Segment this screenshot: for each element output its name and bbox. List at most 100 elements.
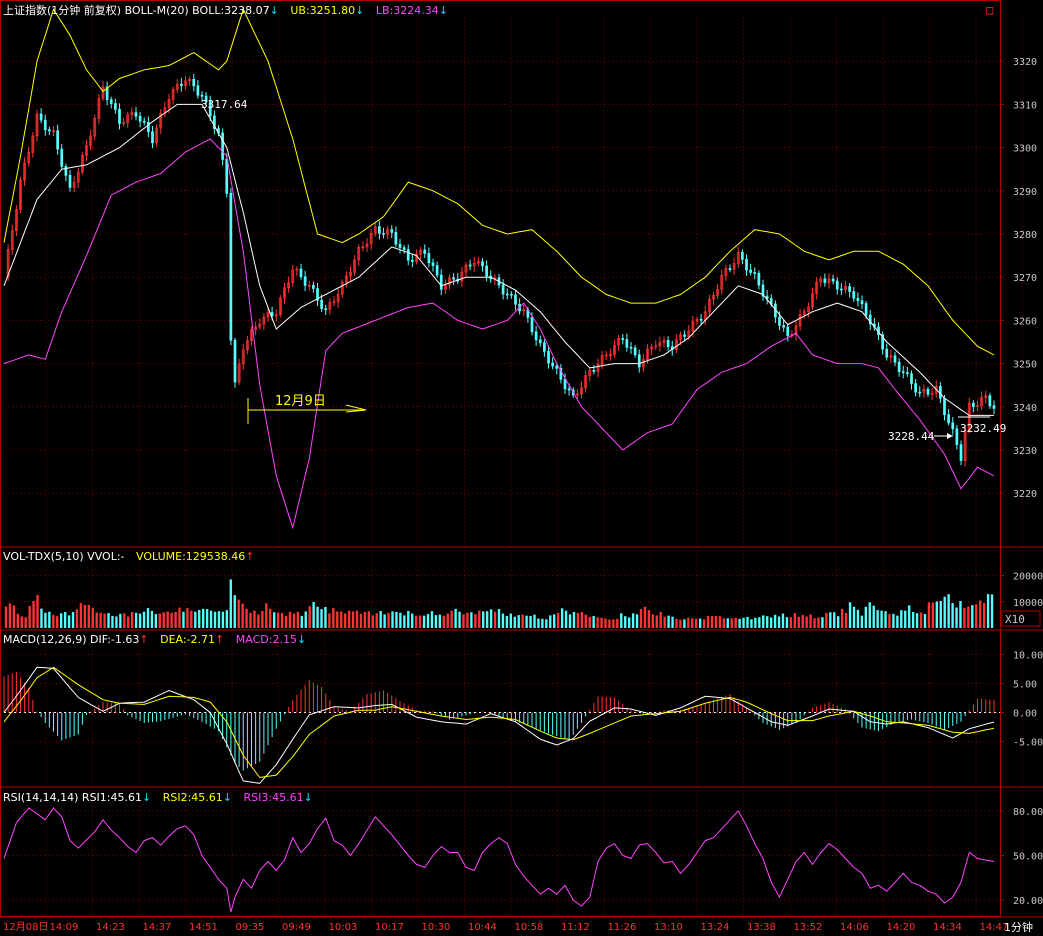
candle-body [159, 113, 163, 129]
candle-body [138, 115, 142, 122]
candle-body [712, 295, 715, 300]
candle-body [658, 342, 662, 347]
candle-body [81, 155, 84, 173]
low-price-label: 3228.44 [888, 430, 935, 443]
candle-body [52, 130, 55, 133]
candle-body [188, 78, 191, 82]
time-tick-label: 14:47 [980, 922, 1009, 933]
last-price-label: 3232.49 [960, 422, 1006, 435]
candle-body [819, 278, 823, 283]
price-axis-tick-label: 3270 [1013, 273, 1037, 284]
period-button[interactable]: 1分钟 [1004, 920, 1033, 934]
peak-price-label: 3317.64 [201, 98, 248, 111]
date-marker-label: 12月9日 [275, 394, 326, 409]
candle-body [345, 275, 348, 283]
candle-body [122, 122, 125, 125]
candle-body [229, 192, 233, 341]
candle-body [654, 345, 658, 348]
axis-labels: 3320 3310 3300 3290 3280 3270 3260 3250 3240 3230… [3, 57, 1043, 933]
candle-body [951, 422, 955, 430]
candle-body [868, 314, 872, 325]
candle-body [852, 291, 856, 299]
candle-body [559, 367, 563, 380]
candle-body [510, 293, 513, 296]
candle-body [637, 354, 641, 368]
candle-body [15, 209, 18, 232]
candle-body [522, 309, 526, 312]
candle-body [922, 389, 926, 393]
candle-body [406, 249, 410, 261]
candle-body [786, 326, 790, 336]
price-legend: 上证指数(1分钟 前复权) BOLL-M(20) BOLL:3238.07↓ U… [3, 3, 448, 17]
candle-body [64, 166, 68, 176]
candle-body [761, 284, 765, 297]
candle-body [646, 348, 649, 361]
candle-body [551, 362, 554, 367]
candle-body [126, 114, 130, 124]
candle-body [580, 387, 583, 395]
price-axis-tick-label: 3280 [1013, 230, 1037, 241]
date-marker-arrow-icon [345, 404, 367, 413]
time-tick-label: 11:12 [561, 922, 590, 933]
candle-body [39, 113, 43, 121]
candle-body [629, 346, 633, 349]
candle-body [402, 247, 406, 250]
candle-body [221, 132, 224, 160]
candle-body [815, 281, 818, 295]
candle-body [225, 159, 229, 194]
candle-body [596, 364, 600, 372]
candle-body [184, 80, 187, 87]
candle-body [584, 375, 587, 389]
close-box-icon[interactable]: □ [986, 3, 993, 17]
candle-body [662, 340, 666, 343]
candle-body [155, 127, 158, 144]
macd-dif-line [3, 666, 995, 784]
candle-body [543, 342, 546, 352]
candle-body [807, 306, 810, 312]
candle-body [477, 261, 480, 264]
volume-value: VOLUME:129538.46 [136, 550, 245, 563]
time-tick-label: 10:30 [422, 922, 451, 933]
candle-body [675, 339, 678, 351]
candle-body [732, 263, 736, 270]
candle-body [204, 95, 208, 102]
candle-body [885, 348, 889, 358]
candle-body [134, 112, 138, 117]
price-axis-tick-label: 3260 [1013, 316, 1037, 327]
candle-body [980, 397, 983, 406]
rsi1-arrow: ↓ [142, 791, 151, 804]
candle-body [563, 378, 567, 390]
candle-body [299, 268, 303, 278]
candle-body [279, 297, 282, 316]
candle-body [514, 294, 517, 305]
volume-axis-tick-label: 20000 [1013, 572, 1043, 583]
candle-body [307, 284, 311, 287]
lb-arrow: ↓ [439, 4, 448, 17]
candle-body [604, 354, 608, 357]
candle-body [101, 86, 105, 99]
candle-body [312, 284, 315, 289]
candle-body [460, 271, 464, 282]
candle-body [208, 101, 212, 117]
candle-body [89, 135, 92, 146]
candle-body [76, 171, 80, 183]
candle-body [130, 112, 134, 116]
candle-body [118, 109, 121, 124]
time-tick-label: 14:37 [143, 922, 172, 933]
rsi-legend-title: RSI(14,14,14) RSI1:45.61 [3, 791, 142, 804]
candle-body [914, 383, 917, 393]
candle-body [481, 261, 484, 267]
candle-body [728, 268, 732, 270]
candle-body [642, 359, 645, 368]
time-tick-label: 10:17 [375, 922, 404, 933]
candle-body [691, 320, 695, 332]
time-tick-label: 14:09 [50, 922, 79, 933]
candle-body [926, 389, 930, 395]
time-tick-label: 11:26 [608, 922, 637, 933]
candle-body [613, 344, 616, 355]
candle-body [860, 300, 864, 304]
candle-body [258, 323, 262, 328]
candle-body [316, 288, 319, 301]
candle-body [167, 98, 171, 109]
